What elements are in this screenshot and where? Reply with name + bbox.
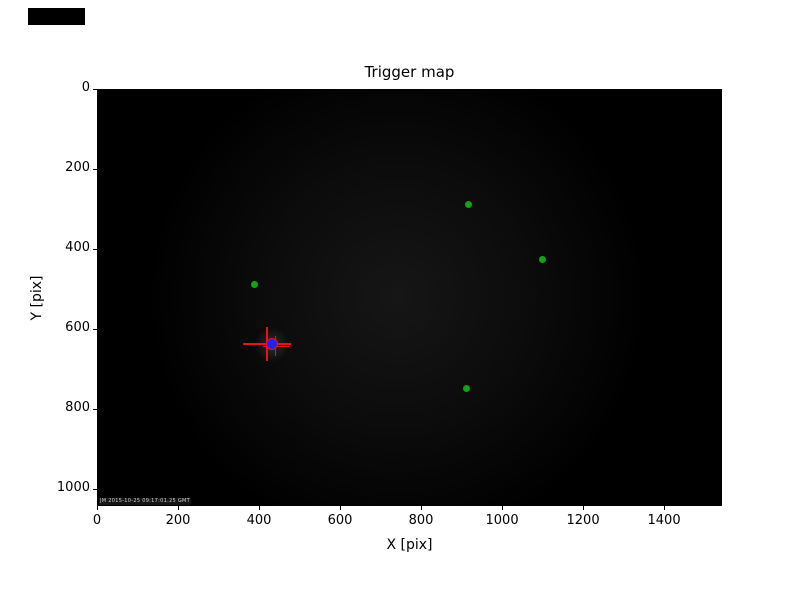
x-tick-label: 1400	[647, 513, 681, 528]
x-tick-mark	[582, 506, 584, 510]
x-tick-mark	[177, 506, 179, 510]
x-tick-mark	[663, 506, 665, 510]
top-left-black-box	[28, 8, 85, 25]
x-axis-label: X [pix]	[386, 537, 433, 553]
image-timestamp-overlay: JM 2015-10-25 09:17:01.25 GMT	[99, 498, 191, 505]
x-tick-label: 600	[327, 513, 353, 528]
y-tick-label: 0	[81, 80, 90, 95]
chart-title: Trigger map	[364, 63, 455, 81]
green-spot-marker	[251, 281, 259, 289]
y-tick-mark	[93, 168, 97, 170]
y-tick-mark	[93, 488, 97, 490]
green-spot-marker	[464, 201, 472, 209]
green-spot-marker	[539, 255, 547, 263]
x-tick-label: 0	[92, 513, 102, 528]
x-tick-label: 400	[246, 513, 272, 528]
y-tick-label: 600	[65, 320, 90, 336]
y-tick-label: 400	[65, 240, 90, 256]
y-tick-mark	[93, 328, 97, 330]
green-spot-marker	[462, 384, 470, 392]
x-tick-label: 1200	[566, 513, 600, 528]
x-tick-mark	[501, 506, 503, 510]
y-axis-label: Y [pix]	[29, 275, 45, 321]
x-tick-mark	[96, 506, 98, 510]
y-tick-label: 200	[65, 160, 90, 176]
x-tick-label: 800	[408, 513, 434, 528]
y-tick-mark	[93, 88, 97, 90]
x-tick-label: 200	[165, 513, 191, 528]
y-tick-mark	[93, 408, 97, 410]
y-tick-label: 800	[65, 400, 90, 416]
y-tick-label: 1000	[56, 480, 90, 496]
plot-area: JM 2015-10-25 09:17:01.25 GMT	[97, 89, 722, 506]
x-tick-mark	[420, 506, 422, 510]
trigger-centroid-marker	[265, 337, 278, 350]
x-tick-mark	[339, 506, 341, 510]
y-tick-mark	[93, 248, 97, 250]
x-tick-mark	[258, 506, 260, 510]
x-tick-label: 1000	[485, 513, 519, 528]
